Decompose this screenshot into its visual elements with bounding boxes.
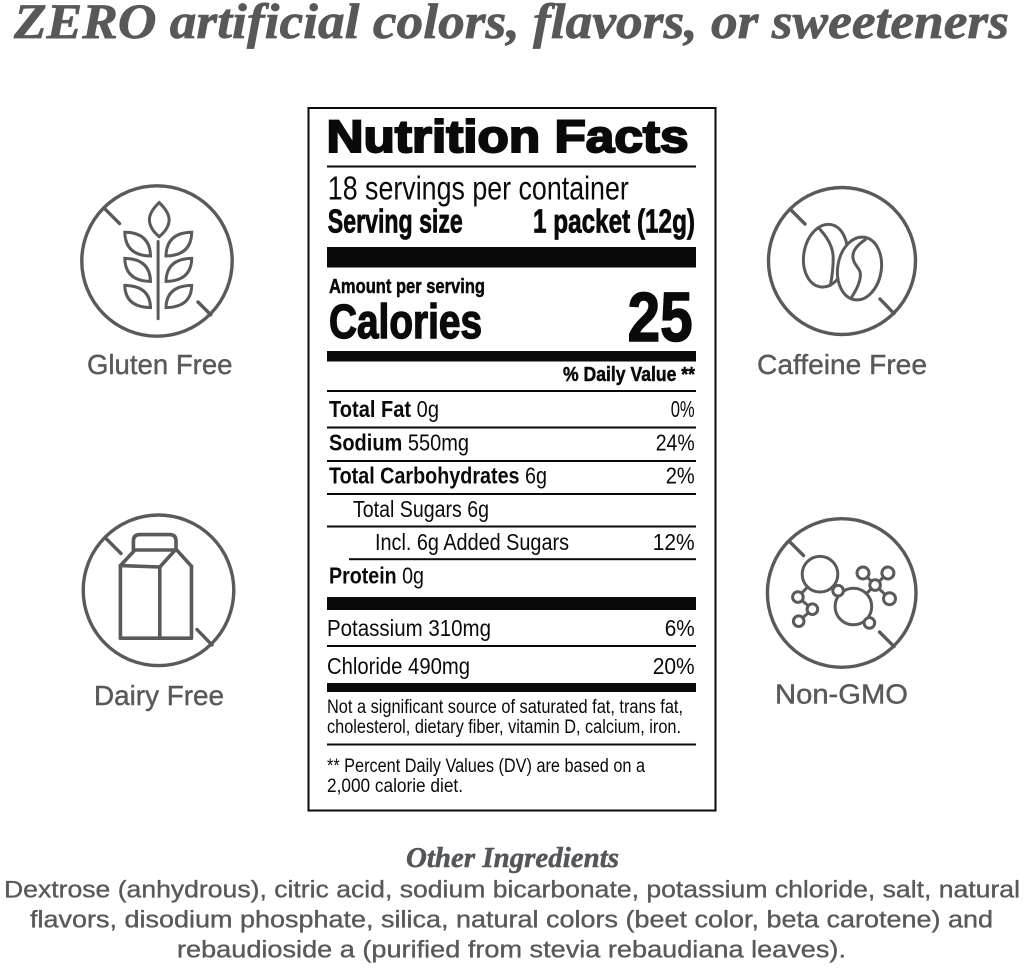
svg-text:flavors, disodium phosphate, s: flavors, disodium phosphate, silica, nat… [30, 907, 993, 934]
svg-text:ZERO artificial colors, flavor: ZERO artificial colors, flavors, or swee… [13, 0, 1009, 49]
svg-text:Protein 0g: Protein 0g [329, 563, 424, 589]
svg-text:Total Fat 0g: Total Fat 0g [329, 396, 439, 422]
svg-text:2,000 calorie diet.: 2,000 calorie diet. [327, 776, 463, 797]
svg-text:25: 25 [628, 278, 693, 356]
svg-text:cholesterol, dietary fiber, vi: cholesterol, dietary fiber, vitamin D, c… [327, 717, 681, 738]
svg-text:Gluten Free: Gluten Free [87, 349, 232, 380]
svg-text:1 packet (12g): 1 packet (12g) [533, 204, 695, 241]
svg-text:** Percent Daily Values (DV) a: ** Percent Daily Values (DV) are based o… [327, 756, 645, 777]
svg-text:Not a significant source of sa: Not a significant source of saturated fa… [327, 697, 683, 718]
svg-text:Serving size: Serving size [328, 204, 463, 241]
svg-text:% Daily Value **: % Daily Value ** [563, 363, 695, 386]
svg-text:Nutrition Facts: Nutrition Facts [327, 111, 689, 162]
svg-text:Dairy Free: Dairy Free [94, 680, 224, 711]
svg-text:2%: 2% [666, 463, 695, 489]
svg-text:6%: 6% [665, 615, 695, 641]
svg-text:Potassium 310mg: Potassium 310mg [327, 615, 491, 641]
svg-text:Total Carbohydrates 6g: Total Carbohydrates 6g [329, 463, 547, 489]
svg-text:24%: 24% [656, 429, 695, 455]
svg-text:rebaudioside a (purified from: rebaudioside a (purified from stevia reb… [177, 937, 846, 964]
svg-text:Caffeine Free: Caffeine Free [757, 349, 927, 380]
svg-text:18 servings per container: 18 servings per container [328, 170, 629, 207]
svg-text:0%: 0% [671, 396, 695, 422]
svg-text:Amount per serving: Amount per serving [329, 275, 485, 298]
svg-text:Other Ingredients: Other Ingredients [406, 842, 619, 874]
svg-text:12%: 12% [653, 529, 695, 555]
svg-text:Non-GMO: Non-GMO [775, 679, 908, 710]
svg-text:Sodium 550mg: Sodium 550mg [329, 429, 469, 455]
svg-text:Calories: Calories [329, 296, 482, 349]
svg-text:Total Sugars 6g: Total Sugars 6g [353, 496, 489, 522]
svg-text:Dextrose (anhydrous), citric a: Dextrose (anhydrous), citric acid, sodiu… [4, 877, 1020, 904]
svg-text:20%: 20% [653, 653, 695, 679]
svg-text:Incl. 6g Added Sugars: Incl. 6g Added Sugars [375, 529, 569, 555]
svg-text:Chloride 490mg: Chloride 490mg [327, 653, 470, 679]
